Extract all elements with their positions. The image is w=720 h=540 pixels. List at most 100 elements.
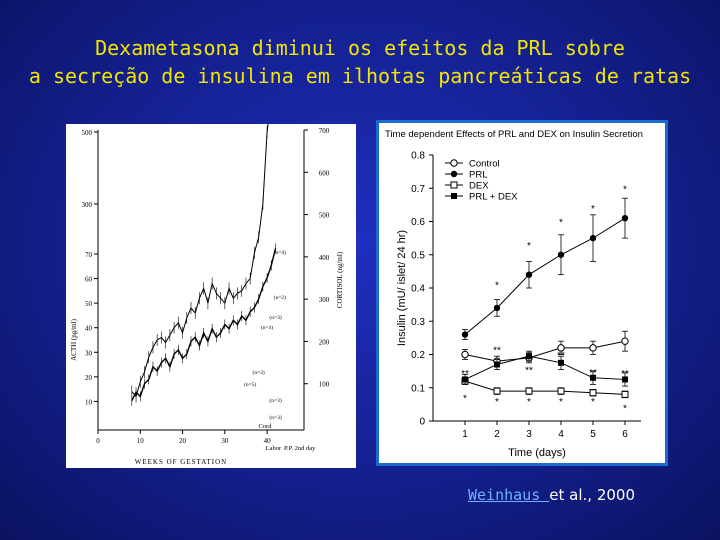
- legend-marker: [451, 193, 457, 199]
- y-tick-label: 0.8: [411, 151, 425, 162]
- legend-label: PRL: [469, 170, 487, 181]
- x-tick-label: 1: [462, 429, 468, 440]
- left-y-tick-label: 70: [85, 251, 93, 259]
- y-tick-label: 0.2: [411, 350, 425, 361]
- left-y-tick-label: 40: [85, 325, 93, 333]
- data-point: [557, 344, 565, 352]
- series-line-prl: [464, 217, 626, 335]
- significance-mark: *: [559, 397, 563, 408]
- x-tick-label: 4: [558, 429, 564, 440]
- acth-cortisol-figure: 10 20 30 40 50 60 70 300 500 100 200 300 400 500 600 70…: [66, 90, 356, 468]
- sample-size-label: (n=3): [269, 414, 281, 421]
- sample-size-label: (n=4): [274, 249, 286, 256]
- sample-size-label: (n=3): [269, 314, 281, 321]
- right-y-tick-label: 100: [319, 381, 330, 389]
- x-tick-label: 20: [179, 437, 187, 445]
- data-point: [493, 387, 501, 395]
- data-point: [589, 344, 597, 352]
- series-line-control: [464, 340, 626, 362]
- left-y-tick-label: 50: [85, 300, 93, 308]
- citation-text: et al., 2000: [549, 486, 635, 504]
- x-tick-label: 2: [494, 429, 500, 440]
- significance-mark: *: [495, 281, 499, 292]
- significance-mark: *: [591, 397, 595, 408]
- sample-size-label: (n=3): [253, 369, 265, 376]
- significance-mark: *: [527, 397, 531, 408]
- x-tick-label: 6: [622, 429, 628, 440]
- data-point: [462, 376, 468, 383]
- insulin-figure: Time dependent Effects of PRL and DEX on…: [379, 123, 665, 463]
- data-point: [621, 337, 629, 345]
- data-point: [590, 374, 596, 381]
- significance-mark: *: [463, 394, 467, 405]
- data-point: [493, 304, 501, 312]
- legend-marker: [450, 181, 458, 189]
- legend-marker: [450, 159, 458, 167]
- sample-size-label: (n=5): [244, 381, 256, 388]
- chart-title: Time dependent Effects of PRL and DEX on…: [385, 129, 643, 140]
- left-y-tick-label: 300: [82, 201, 93, 209]
- legend-marker: [450, 170, 458, 178]
- significance-mark: **: [493, 346, 501, 357]
- x-tick-label: 40: [264, 437, 272, 445]
- right-y-tick-label: 700: [319, 127, 330, 135]
- series-line-dex: [464, 380, 626, 395]
- y-tick-label: 0.4: [411, 284, 425, 295]
- significance-mark: *: [559, 218, 563, 229]
- data-point: [622, 376, 628, 383]
- series-line-prl-dex: [464, 355, 626, 380]
- citation-author-link[interactable]: Weinhaus: [468, 486, 550, 504]
- right-y-tick-label: 400: [319, 254, 330, 262]
- left-y-tick-label: 20: [85, 374, 93, 382]
- x-tick-label: 0: [96, 437, 100, 445]
- left-y-tick-label: 30: [85, 349, 93, 357]
- slide-title-line-1: Dexametasona diminui os efeitos da PRL s…: [95, 36, 625, 60]
- significance-mark: *: [495, 397, 499, 408]
- x-tick-label: 5: [590, 429, 596, 440]
- significance-mark: *: [623, 184, 627, 195]
- data-point: [557, 387, 565, 395]
- insulin-figure-frame: Time dependent Effects of PRL and DEX on…: [376, 120, 668, 466]
- x-annotation: Cord: [258, 423, 272, 430]
- data-point: [589, 389, 597, 397]
- y-tick-label: 0.1: [411, 383, 425, 394]
- sample-size-label: (n=3): [269, 397, 281, 404]
- right-y-tick-label: 300: [319, 296, 330, 304]
- citation: Weinhaus et al., 2000: [468, 486, 635, 504]
- legend-label: DEX: [469, 181, 489, 192]
- significance-mark: **: [525, 365, 533, 376]
- significance-mark: **: [557, 351, 565, 362]
- data-point: [494, 361, 500, 368]
- sample-size-label: (n=4): [261, 324, 273, 331]
- sample-size-label: (n=2): [274, 294, 286, 301]
- left-y-tick-label: 60: [85, 276, 93, 284]
- y-tick-label: 0.6: [411, 217, 425, 228]
- data-point: [589, 234, 597, 242]
- cortisol-series-line: [131, 248, 277, 401]
- significance-mark: **: [461, 369, 469, 380]
- x-tick-label: 3: [526, 429, 532, 440]
- data-point: [525, 271, 533, 278]
- x-annotation: Labor: [266, 445, 282, 452]
- significance-mark: *: [623, 404, 627, 415]
- data-point: [621, 390, 629, 398]
- significance-mark: *: [527, 241, 531, 252]
- insulin-secretion-chart: Time dependent Effects of PRL and DEX on…: [385, 129, 643, 459]
- acth-cortisol-chart: 1020304050607030050010020030040050060070…: [70, 90, 344, 466]
- x-tick-label: 10: [137, 437, 145, 445]
- data-point: [558, 359, 564, 366]
- significance-mark: *: [591, 204, 595, 215]
- right-y-tick-label: 200: [319, 338, 330, 346]
- data-point: [526, 353, 532, 360]
- x-annotation: P.P. 2nd day: [284, 445, 316, 452]
- x-tick-label: 30: [221, 437, 229, 445]
- data-point: [461, 331, 469, 338]
- right-y-tick-label: 500: [319, 212, 330, 220]
- left-y-tick-label: 500: [82, 129, 93, 137]
- data-point: [525, 387, 533, 395]
- left-y-tick-label: 10: [85, 398, 93, 406]
- left-y-axis-label: ACTH (pg/ml): [70, 318, 78, 360]
- data-point: [621, 214, 629, 222]
- y-tick-label: 0.3: [411, 317, 425, 328]
- legend-label: Control: [469, 159, 500, 170]
